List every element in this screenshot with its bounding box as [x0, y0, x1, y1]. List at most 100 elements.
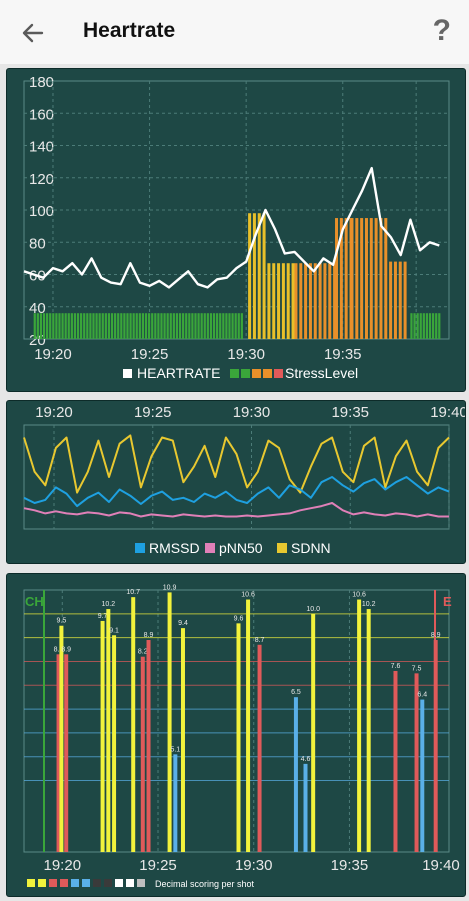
shot-value-label: 10.2	[102, 601, 116, 608]
series-line-sdnn	[23, 434, 450, 494]
stress-bar	[355, 218, 359, 339]
stress-bar	[277, 263, 281, 339]
x-tick-label: 19:40	[430, 404, 465, 421]
stress-bar	[70, 313, 73, 339]
shot-value-label: 9.1	[109, 627, 119, 634]
shot-bar	[357, 599, 362, 852]
stress-bar	[39, 313, 43, 339]
stress-bar	[206, 313, 209, 339]
legend-swatch-pnn50	[205, 543, 215, 553]
stress-bar	[86, 313, 89, 339]
legend-label-score: Decimal scoring per shot	[155, 879, 255, 889]
shot-bar	[311, 613, 316, 852]
stress-bar	[132, 313, 135, 339]
stress-bar	[64, 313, 67, 339]
stress-bar	[55, 313, 58, 339]
stress-bar	[46, 313, 49, 339]
stress-bar	[240, 313, 243, 339]
shot-value-label: 10.2	[362, 601, 376, 608]
stress-bar	[389, 261, 393, 339]
stress-bar	[286, 263, 290, 339]
stress-bar	[438, 313, 441, 339]
stress-bar	[374, 218, 378, 339]
stress-bar	[33, 313, 36, 339]
stress-bar	[209, 313, 213, 339]
stress-bar	[422, 313, 425, 339]
legend-swatch-stress	[241, 369, 250, 378]
stress-bar	[200, 313, 203, 339]
stress-bar	[92, 313, 95, 339]
stress-bar	[154, 313, 157, 339]
shot-score-chart: CH E 8.3 9.5 8.9 9.7 10.2 9.1 10.7 8.2 8.9 10.9 5.1 9…	[23, 584, 460, 889]
stress-bar	[191, 313, 194, 339]
question-mark-icon[interactable]: ?	[432, 14, 451, 47]
stress-bar	[225, 313, 228, 339]
stress-bar	[83, 313, 86, 339]
series-line-rmssd	[23, 476, 450, 508]
legend-swatch-stress	[230, 369, 239, 378]
x-tick-label: 19:30	[233, 404, 271, 421]
shot-value-label: 10.0	[306, 606, 320, 613]
shot-value-label: 10.9	[163, 584, 177, 591]
stress-bar	[61, 313, 64, 339]
legend-swatch-score	[38, 879, 46, 887]
x-tick-label: 19:30	[235, 857, 273, 874]
stress-bar	[80, 313, 83, 339]
legend-swatch-rmssd	[135, 543, 145, 553]
legend-label-stress: StressLevel	[285, 365, 358, 381]
shot-value-label: 8.9	[431, 632, 441, 639]
legend-label-heartrate: HEARTRATE	[137, 365, 221, 381]
stress-bar	[114, 313, 117, 339]
stress-bar	[219, 313, 222, 339]
shot-bar	[414, 673, 419, 852]
stress-bar	[197, 313, 200, 339]
x-tick-label: 19:40	[422, 857, 460, 874]
legend-swatch-score	[137, 879, 145, 887]
stress-bar	[308, 263, 312, 339]
heartrate-chart-panel: 180 160 140 120 100 80 60 40 20 19:20 19:25 19:30 19…	[6, 68, 466, 392]
stress-bar	[313, 263, 317, 339]
stress-bar	[318, 263, 322, 339]
legend-swatch-score	[126, 879, 134, 887]
shot-value-label: 8.2	[138, 649, 148, 656]
stress-bar	[216, 313, 219, 339]
stress-bar	[67, 313, 70, 339]
shot-value-label: 7.5	[412, 665, 422, 672]
arrow-left-icon[interactable]	[20, 20, 46, 46]
stress-bar	[222, 313, 225, 339]
shot-value-label: 5.1	[170, 746, 180, 753]
legend-swatch-stress	[252, 369, 261, 378]
stress-bar	[172, 313, 175, 339]
stress-bar	[58, 313, 61, 339]
stress-bar	[76, 313, 80, 339]
y-tick-label: 80	[29, 235, 46, 252]
stress-bar	[252, 213, 256, 339]
x-tick-label: 19:35	[331, 857, 369, 874]
stress-bar	[432, 313, 435, 339]
stress-bar	[413, 313, 416, 339]
stress-bar	[425, 313, 429, 339]
stress-bar	[364, 218, 368, 339]
shot-bar	[420, 699, 425, 852]
shot-bar	[303, 763, 308, 852]
stress-bar	[42, 313, 46, 339]
x-tick-label: 19:25	[134, 404, 172, 421]
series-line-pnn50	[23, 502, 449, 518]
x-tick-label: 19:20	[34, 346, 72, 363]
stress-bar	[416, 313, 419, 339]
shot-bar	[366, 609, 371, 852]
stress-bar	[166, 313, 169, 339]
shot-bar	[64, 654, 69, 852]
shot-value-label: 8.9	[144, 632, 154, 639]
y-tick-label: 40	[29, 300, 46, 317]
stress-bar	[333, 263, 337, 339]
stress-bar	[157, 313, 160, 339]
stress-bar	[144, 313, 148, 339]
stress-bar	[117, 313, 120, 339]
stress-bar	[110, 313, 114, 339]
shot-value-label: 9.6	[234, 615, 244, 622]
stress-bar	[138, 313, 141, 339]
stress-bar	[188, 313, 191, 339]
shot-value-label: 9.5	[57, 618, 67, 625]
x-tick-label: 19:35	[331, 404, 369, 421]
